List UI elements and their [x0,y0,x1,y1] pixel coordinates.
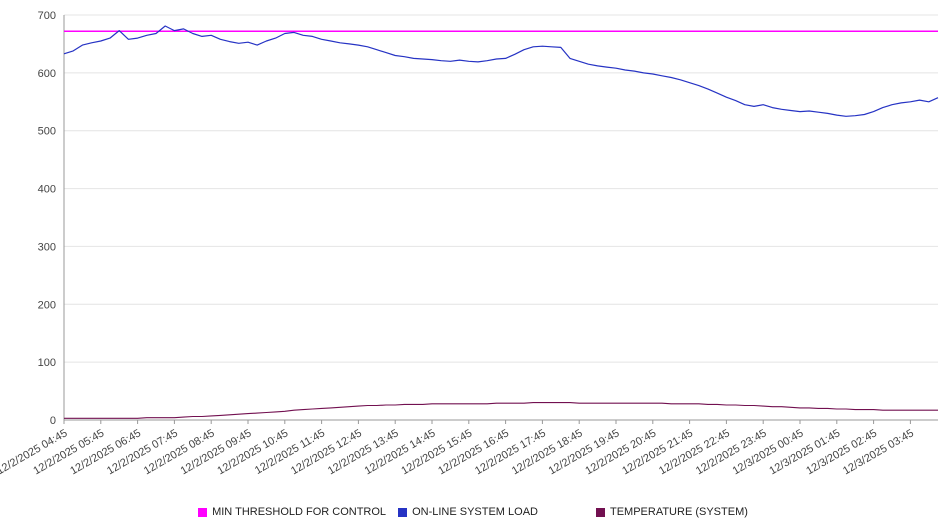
legend-swatch-temperature-system-icon [595,507,605,517]
y-tick-label: 500 [38,126,56,138]
legend-item-min-threshold[interactable]: MIN THRESHOLD FOR CONTROL [198,506,386,518]
legend-swatch-online-system-load-icon [398,507,408,517]
legend-swatch-min-threshold-icon [198,507,208,517]
y-tick-label: 0 [50,415,56,427]
legend: MIN THRESHOLD FOR CONTROL ON-LINE SYSTEM… [0,506,946,518]
legend-item-online-system-load[interactable]: ON-LINE SYSTEM LOAD [398,506,538,518]
legend-item-temperature-system[interactable]: TEMPERATURE (SYSTEM) [595,506,748,518]
y-tick-label: 600 [38,68,56,80]
legend-label-min-threshold: MIN THRESHOLD FOR CONTROL [212,506,387,518]
y-tick-label: 100 [38,357,56,369]
y-tick-label: 700 [38,10,56,22]
legend-label-online-system-load: ON-LINE SYSTEM LOAD [412,506,538,518]
y-tick-label: 400 [38,184,56,196]
legend-label-temperature-system: TEMPERATURE (SYSTEM) [609,506,748,518]
series-line-2 [64,402,938,419]
y-tick-label: 200 [38,299,56,311]
series-line-1 [63,25,939,117]
y-tick-label: 300 [38,241,56,253]
